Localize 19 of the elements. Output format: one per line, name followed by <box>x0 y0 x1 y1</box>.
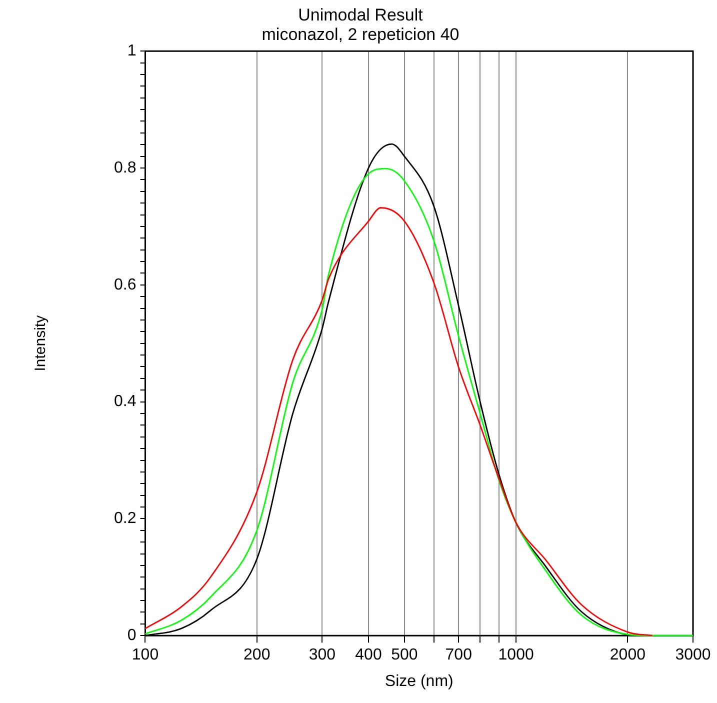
x-tick-label: 100 <box>132 646 159 664</box>
x-tick-label: 200 <box>244 646 270 664</box>
x-tick-label: 1000 <box>498 646 534 664</box>
x-tick-label: 3000 <box>675 646 711 664</box>
x-axis-title: Size (nm) <box>384 672 454 690</box>
x-tick-label: 500 <box>391 646 418 664</box>
y-tick-label: 0.6 <box>114 276 136 294</box>
y-tick-label: 0.8 <box>114 159 136 176</box>
x-tick-label: 400 <box>355 646 382 664</box>
chart-subtitle: miconazol, 2 repeticion 40 <box>262 25 460 44</box>
y-tick-label: 1 <box>127 42 136 60</box>
y-axis-title: Intensity <box>32 314 50 372</box>
x-tick-label: 700 <box>445 646 472 664</box>
y-tick-label: 0 <box>127 627 136 644</box>
y-tick-label: 0.4 <box>114 393 136 410</box>
chart-title: Unimodal Result <box>298 5 424 24</box>
y-tick-label: 0.2 <box>114 510 136 528</box>
x-tick-label: 2000 <box>610 646 646 664</box>
x-tick-label: 300 <box>308 646 336 664</box>
